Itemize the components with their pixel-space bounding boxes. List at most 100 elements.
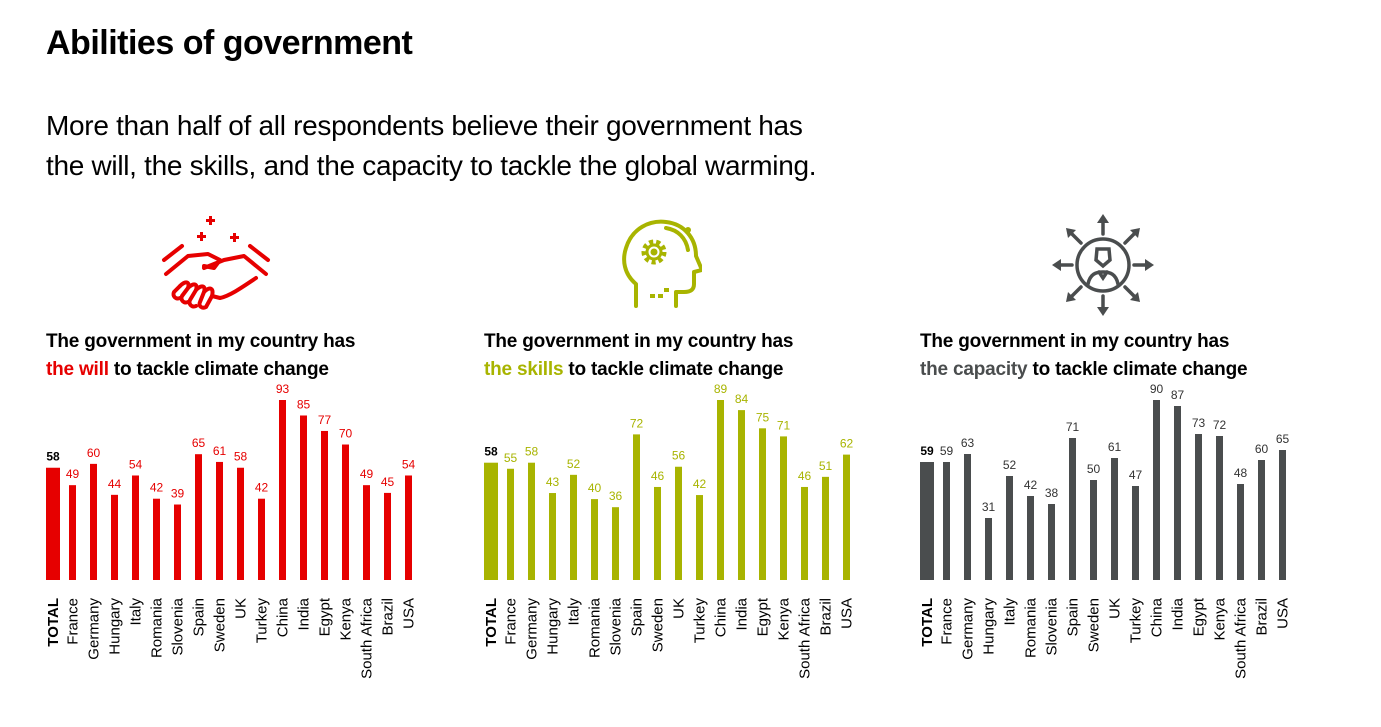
category-label: Romania (1023, 597, 1040, 658)
data-label: 59 (940, 444, 954, 458)
data-label: 63 (961, 436, 975, 450)
bar-uk (675, 466, 682, 580)
bar-romania (1027, 496, 1034, 580)
data-label: 42 (693, 477, 707, 491)
data-label: 65 (192, 436, 206, 450)
bar-france (943, 462, 950, 580)
category-label: Brazil (380, 598, 397, 636)
bar-china (279, 400, 286, 580)
panel-highlight: the skills (484, 359, 564, 380)
data-label: 75 (756, 410, 770, 424)
bar-hungary (549, 493, 556, 580)
data-label: 39 (171, 487, 185, 501)
bar-slovenia (174, 504, 181, 580)
bar-brazil (384, 492, 391, 580)
bar-spain (195, 454, 202, 580)
bar-sweden (654, 486, 661, 580)
bar-germany (528, 462, 535, 580)
category-label: Hungary (107, 598, 124, 655)
bar-romania (153, 498, 160, 580)
bar-uk (1111, 458, 1118, 580)
data-label: 42 (1024, 478, 1038, 492)
data-label: 84 (735, 392, 749, 406)
panel-heading-skills: The government in my country has the ski… (484, 328, 904, 384)
category-label: TOTAL (919, 598, 936, 647)
bar-romania (591, 499, 598, 580)
category-label: Sweden (212, 598, 229, 652)
bar-sweden (1090, 480, 1097, 580)
handshake-icon (162, 216, 270, 310)
bar-egypt (1195, 434, 1202, 580)
bar-turkey (258, 498, 265, 580)
data-label: 50 (1087, 462, 1101, 476)
bar-italy (132, 475, 139, 580)
bar-india (300, 415, 307, 580)
bar-usa (405, 475, 412, 580)
category-label: China (713, 597, 730, 637)
panel-heading-rest: to tackle climate change (563, 359, 784, 380)
data-label: 72 (630, 416, 644, 430)
data-label: 36 (609, 489, 623, 503)
data-label: 59 (920, 444, 934, 458)
category-label: UK (671, 598, 688, 619)
category-label: Turkey (1128, 598, 1145, 644)
category-label: USA (839, 598, 856, 629)
bar-uk (237, 467, 244, 580)
category-label: Turkey (254, 598, 271, 644)
data-label: 61 (1108, 440, 1122, 454)
bar-chart-capacity: 59 TOTAL 59 France 63 Germany 31 Hungary 52 Italy… (919, 382, 1292, 679)
bar-egypt (759, 428, 766, 580)
category-label: India (296, 597, 313, 630)
bar-south-africa (1237, 484, 1244, 580)
page-title: Abilities of government (46, 24, 413, 62)
category-label: USA (1275, 598, 1292, 629)
category-label: Romania (149, 597, 166, 658)
category-label: Italy (1002, 598, 1019, 626)
data-label: 85 (297, 397, 311, 411)
bar-usa (1279, 450, 1286, 580)
category-label: Germany (960, 598, 977, 660)
data-label: 49 (360, 467, 374, 481)
bar-germany (90, 463, 97, 580)
panel-highlight: the will (46, 359, 109, 380)
data-label: 54 (129, 457, 143, 471)
bar-india (738, 410, 745, 580)
category-label: Turkey (692, 598, 709, 644)
bar-germany (964, 454, 971, 580)
category-label: France (65, 598, 82, 645)
category-label: Slovenia (1044, 597, 1061, 655)
data-label: 44 (108, 477, 122, 491)
panel-heading-line: The government in my country has (46, 331, 356, 352)
bar-slovenia (612, 507, 619, 580)
data-label: 62 (840, 437, 854, 451)
data-label: 58 (525, 445, 539, 459)
data-label: 52 (1003, 458, 1017, 472)
panel-highlight: the capacity (920, 359, 1028, 380)
bar-india (1174, 406, 1181, 580)
category-label: Kenya (338, 597, 355, 640)
data-label: 70 (339, 427, 353, 441)
data-label: 43 (546, 475, 560, 489)
category-label: Kenya (1212, 597, 1229, 640)
category-label: South Africa (1233, 597, 1250, 679)
data-label: 47 (1129, 468, 1143, 482)
category-label: UK (1107, 598, 1124, 619)
category-label: Germany (524, 598, 541, 660)
data-label: 48 (1234, 466, 1248, 480)
category-label: Egypt (1191, 597, 1208, 636)
bar-spain (633, 434, 640, 580)
category-label: India (734, 597, 751, 630)
category-label: Slovenia (170, 597, 187, 655)
subtitle-line-2: the will, the skills, and the capacity t… (46, 150, 817, 181)
category-label: Spain (191, 598, 208, 636)
data-label: 46 (651, 469, 665, 483)
bar-brazil (822, 476, 829, 580)
data-label: 93 (276, 382, 290, 396)
category-label: Italy (566, 598, 583, 626)
bar-hungary (111, 494, 118, 580)
bar-hungary (985, 518, 992, 580)
bar-total (46, 467, 60, 580)
category-label: Brazil (1254, 598, 1271, 636)
category-label: Slovenia (608, 597, 625, 655)
bar-italy (1006, 476, 1013, 580)
